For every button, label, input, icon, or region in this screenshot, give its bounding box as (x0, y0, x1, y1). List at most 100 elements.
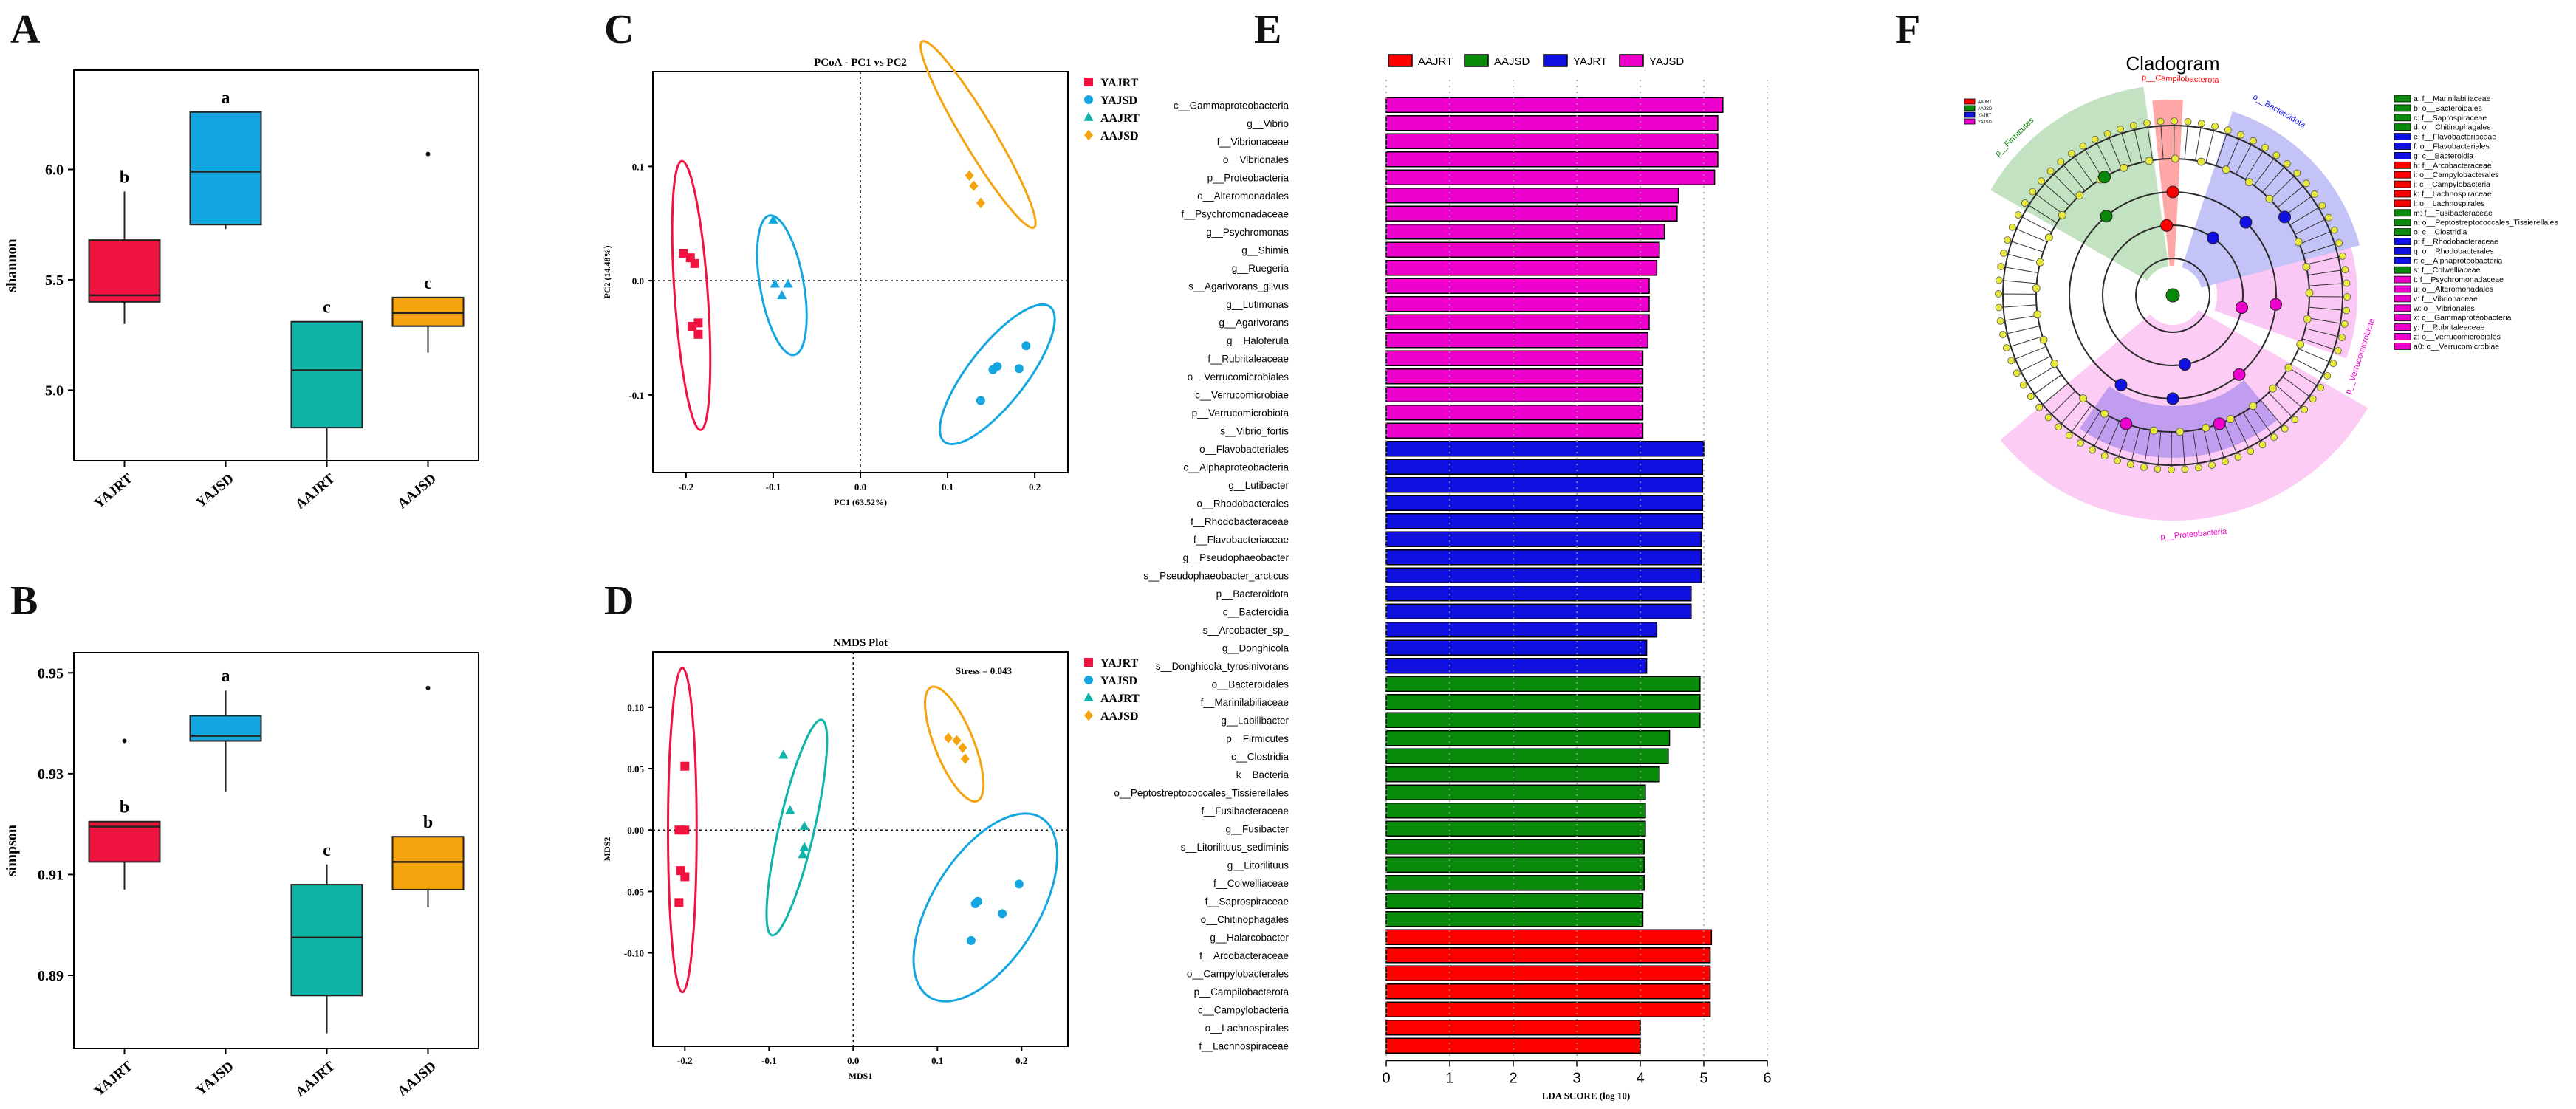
x-tick-label: AAJRT (292, 1059, 338, 1101)
taxon-node (1996, 317, 2004, 325)
box-YAJSD: a YAJSD (189, 89, 262, 511)
x-tick-label: YAJRT (92, 1059, 136, 1099)
cladogram-branch (2030, 374, 2062, 397)
y-tick-label: 0.10 (627, 702, 644, 713)
taxon-node (2171, 117, 2178, 125)
series-YAJRT (667, 667, 698, 994)
confidence-ellipse (912, 812, 1059, 1003)
cladogram-branch (2305, 328, 2343, 338)
legend-label: AAJRT (1418, 55, 1453, 68)
cladogram-title: Cladogram (2125, 52, 2219, 75)
x-axis-label: PC1 (63.52%) (834, 497, 887, 507)
legend: YAJRT YAJSD AAJRT AAJSD (1083, 77, 1140, 143)
data-point (993, 362, 1002, 371)
x-tick-label: -0.2 (679, 481, 694, 492)
taxon-node (2211, 123, 2219, 130)
cladogram-branch (2001, 266, 2038, 273)
lda-bar (1385, 151, 1719, 168)
taxon-node (2284, 363, 2293, 372)
x-tick-label: 0.0 (854, 481, 866, 492)
cladogram-branch (2016, 356, 2051, 374)
y-axis-label: PC2 (14.48%) (602, 246, 612, 299)
significance-letter: c (323, 298, 331, 317)
panel-letter-d: D (604, 578, 634, 624)
lda-bar (1385, 205, 1678, 222)
taxon-node (2281, 425, 2289, 433)
legend-swatch (2394, 342, 2411, 350)
taxon-node (2202, 424, 2210, 432)
taxon-node (2323, 372, 2332, 380)
data-point (998, 909, 1007, 919)
legend-label: e: f__Flavobacteriaceae (2414, 133, 2496, 142)
lda-bar (1385, 1037, 1641, 1054)
bar-label: g__Ruegeria (1232, 263, 1289, 274)
cladogram-branch (2120, 128, 2132, 165)
box-AAJSD: b AAJSD (391, 685, 465, 1099)
biomarker-node (2178, 358, 2191, 371)
cladogram-branch (2071, 153, 2094, 185)
cladogram-branch (2299, 230, 2335, 245)
bar-label: p__Proteobacteria (1208, 172, 1289, 183)
taxon-node (2343, 306, 2351, 315)
cladogram-branch (2083, 145, 2103, 179)
legend-swatch (2394, 275, 2411, 284)
data-point (799, 842, 809, 851)
biomarker-node (2278, 210, 2292, 224)
cladogram-branch (2275, 384, 2305, 411)
lda-bar (1385, 296, 1650, 312)
data-point (770, 278, 780, 288)
taxon-node (2004, 236, 2012, 244)
cladogram-branch (2293, 357, 2328, 377)
taxon-node (2305, 289, 2314, 298)
mini-legend-swatch (1964, 111, 1976, 118)
confidence-ellipse (756, 214, 808, 357)
bar-label: g__Shimia (1241, 244, 1289, 255)
cladogram-branch (2192, 430, 2199, 468)
cladogram-branch (2268, 392, 2295, 420)
bar-label: f__Colwelliaceae (1213, 878, 1289, 889)
box-body (290, 320, 363, 429)
cladogram-branch (1998, 279, 2037, 284)
taxon-node (2302, 263, 2311, 271)
cladogram-branch (2205, 126, 2216, 163)
bar-label: p__Bacteroidota (1216, 588, 1289, 600)
taxon-node (2021, 199, 2029, 207)
legend-swatch (2394, 266, 2411, 274)
plot-title: NMDS Plot (833, 637, 888, 649)
cladogram-branch (2307, 269, 2346, 276)
biomarker-node (2233, 368, 2246, 381)
significance-letter: b (120, 168, 129, 187)
taxon-node (2050, 360, 2059, 368)
legend-label: o: c__Clostridia (2414, 228, 2467, 237)
legend-label: YAJRT (1573, 55, 1607, 68)
taxon-node (2224, 126, 2232, 134)
cladogram-branch (2270, 173, 2298, 200)
y-tick-label: 0.89 (38, 968, 64, 984)
panel-letter-a: A (10, 7, 41, 52)
confidence-ellipse (765, 718, 829, 937)
taxon-node (2338, 334, 2346, 341)
legend-label: b: o__Bacteroidales (2414, 104, 2482, 113)
biomarker-node (2120, 417, 2133, 430)
box-AAJRT: c AAJRT (290, 841, 363, 1101)
taxon-node (2250, 137, 2257, 145)
bar-label: o__Rhodobacterales (1196, 498, 1289, 509)
cladogram-branch (2050, 171, 2077, 199)
taxon-node (2039, 335, 2048, 344)
legend-label: s: f__Colwelliaceae (2414, 266, 2481, 275)
biomarker-node (2166, 185, 2179, 199)
data-point (798, 849, 808, 859)
data-point (1014, 364, 1024, 374)
legend-label: u: o__Alteromonadales (2414, 285, 2493, 294)
bar-label: c__Verrucomicrobiae (1195, 389, 1289, 400)
cladogram-branch (2244, 147, 2266, 180)
cladogram-branch (2018, 214, 2052, 233)
mini-legend-label: YAJSD (1978, 120, 1993, 125)
x-tick-label: -0.1 (761, 1055, 777, 1066)
legend-swatch (1619, 54, 1644, 67)
taxon-node (2291, 416, 2299, 424)
taxon-node (2234, 453, 2242, 461)
legend-marker (1083, 692, 1094, 701)
taxon-node (2044, 413, 2052, 422)
